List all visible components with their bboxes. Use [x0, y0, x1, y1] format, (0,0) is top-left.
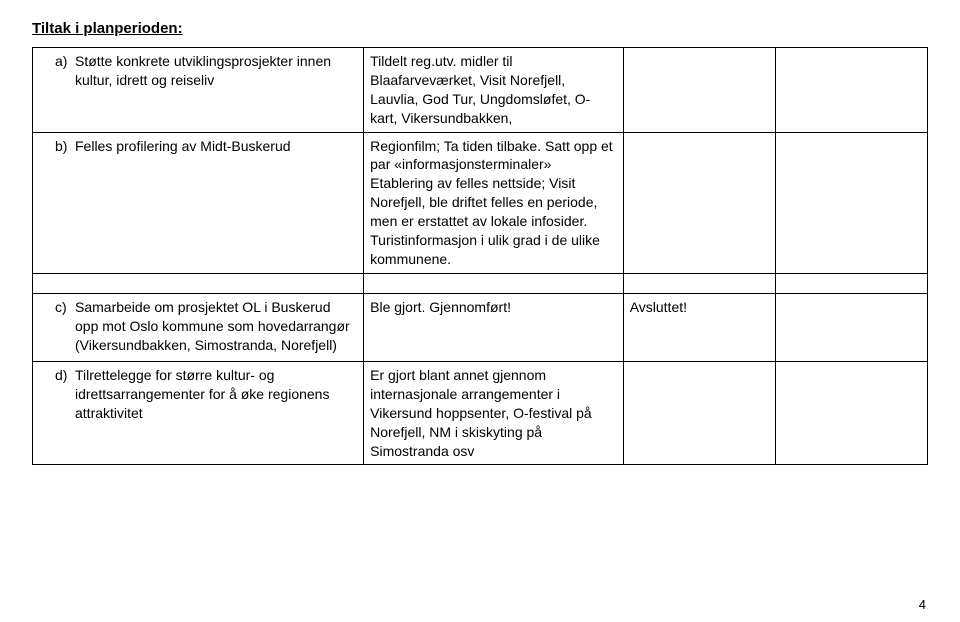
- list-marker: b): [55, 137, 75, 156]
- cell-left: c) Samarbeide om prosjektet OL i Buskeru…: [33, 294, 364, 361]
- cell-mid: Ble gjort. Gjennomført!: [364, 294, 624, 361]
- list-marker: c): [55, 298, 75, 355]
- list-text: Tilrettelegge for større kultur- og idre…: [75, 366, 357, 423]
- cell-left: a) Støtte konkrete utviklingsprosjekter …: [33, 48, 364, 133]
- cell-extra: [775, 294, 927, 361]
- section-heading: Tiltak i planperioden:: [32, 20, 928, 37]
- cell-extra: [775, 48, 927, 133]
- cell-mid: Er gjort blant annet gjennom internasjon…: [364, 361, 624, 464]
- list-text: Støtte konkrete utviklingsprosjekter inn…: [75, 52, 357, 90]
- list-marker: d): [55, 366, 75, 423]
- cell-status: Avsluttet!: [623, 294, 775, 361]
- cell-left: b) Felles profilering av Midt-Buskerud: [33, 132, 364, 273]
- cell-status: [623, 132, 775, 273]
- spacer-row: [33, 274, 928, 294]
- table-row: b) Felles profilering av Midt-Buskerud R…: [33, 132, 928, 273]
- page-number: 4: [919, 597, 926, 612]
- table-row: c) Samarbeide om prosjektet OL i Buskeru…: [33, 294, 928, 361]
- cell-extra: [775, 361, 927, 464]
- table-gap: [32, 274, 928, 295]
- table-2: c) Samarbeide om prosjektet OL i Buskeru…: [32, 294, 928, 465]
- cell-status: [623, 48, 775, 133]
- cell-status: [623, 361, 775, 464]
- cell-mid: Regionfilm; Ta tiden tilbake. Satt opp e…: [364, 132, 624, 273]
- table-row: d) Tilrettelegge for større kultur- og i…: [33, 361, 928, 464]
- table-1: a) Støtte konkrete utviklingsprosjekter …: [32, 47, 928, 274]
- cell-mid: Tildelt reg.utv. midler til Blaafarvevær…: [364, 48, 624, 133]
- list-marker: a): [55, 52, 75, 90]
- list-text: Samarbeide om prosjektet OL i Buskerud o…: [75, 298, 357, 355]
- list-text: Felles profilering av Midt-Buskerud: [75, 137, 357, 156]
- cell-left: d) Tilrettelegge for større kultur- og i…: [33, 361, 364, 464]
- table-row: a) Støtte konkrete utviklingsprosjekter …: [33, 48, 928, 133]
- cell-extra: [775, 132, 927, 273]
